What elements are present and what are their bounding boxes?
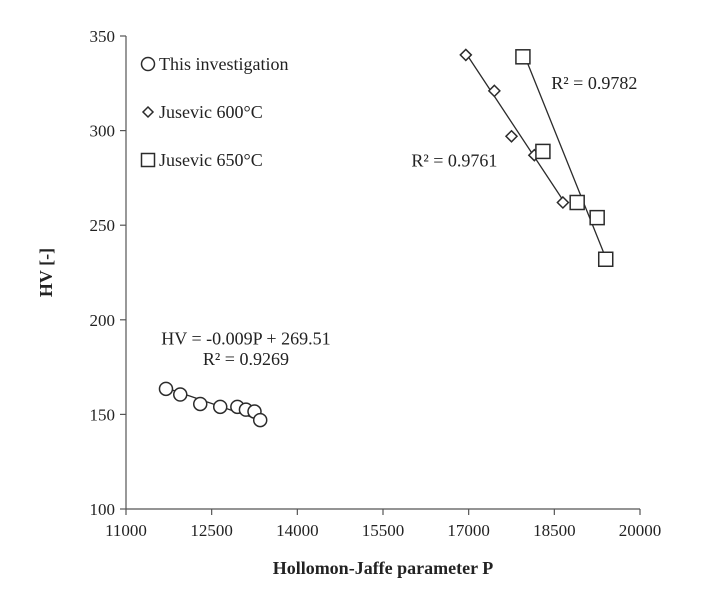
legend-marker-square [140,152,156,168]
legend-label: Jusevic 650°C [159,150,263,170]
x-tick-label: 14000 [276,521,319,540]
legend: This investigation Jusevic 600°C Jusevic 6… [140,54,289,170]
data-point-diamond [556,195,570,210]
x-tick-label: 12500 [190,521,233,540]
annotation: R² = 0.9782 [551,73,637,93]
y-tick-label: 350 [90,27,116,46]
axes: 11000 12500 14000 15500 17000 18500 20000 100 15… [36,27,661,578]
data-point-diamond [487,84,501,98]
annotation: R² = 0.9761 [411,151,497,171]
data-point-square [535,143,551,160]
data-point-square [569,194,585,211]
annotation: HV = -0.009P + 269.51 [161,328,330,348]
y-tick-label: 250 [90,216,116,235]
x-tick-label: 11000 [105,521,147,540]
trendline-diamond [465,52,567,205]
legend-marker-circle [140,56,156,72]
data-point-circle [158,381,174,397]
legend-label: This investigation [159,54,289,74]
data-point-square [589,209,605,226]
x-tick-label: 17000 [447,521,490,540]
data-point-circle [252,412,268,428]
data-point-circle [212,399,228,415]
data-point-square [597,251,614,268]
data-point-circle [192,396,208,412]
data-point-diamond [459,48,473,62]
y-axis-title: HV [-] [36,248,56,297]
data-point-diamond [504,129,519,143]
y-tick-label: 300 [90,122,116,141]
x-tick-label: 18500 [533,521,576,540]
y-tick-label: 150 [90,405,116,424]
x-tick-label: 15500 [362,521,405,540]
data-point-square [515,49,531,65]
trendline-square [525,58,610,266]
y-tick-label: 200 [90,311,116,330]
legend-label: Jusevic 600°C [159,102,263,122]
data-points [158,48,614,428]
data-point-circle [173,387,188,402]
y-tick-label: 100 [90,500,116,519]
annotation: R² = 0.9269 [203,349,289,369]
x-tick-label: 20000 [619,521,662,540]
x-axis-title: Hollomon-Jaffe parameter P [273,558,494,578]
legend-marker-diamond [141,105,155,119]
